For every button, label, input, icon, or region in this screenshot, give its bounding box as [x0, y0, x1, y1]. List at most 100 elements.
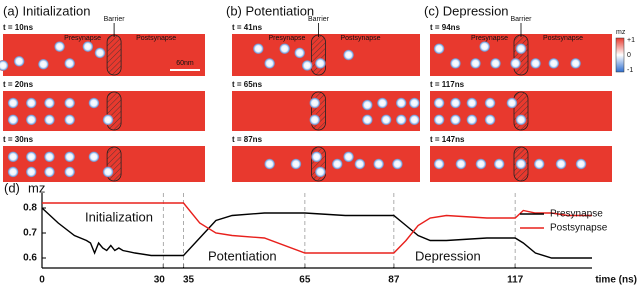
skyrmion [7, 151, 19, 163]
skyrmion [7, 97, 19, 109]
barrier [106, 34, 122, 76]
strip [232, 34, 420, 76]
skyrmion [264, 158, 276, 170]
skyrmion [555, 158, 567, 170]
skyrmion [37, 58, 49, 70]
skyrmion [408, 97, 420, 109]
skyrmion [433, 114, 445, 126]
x-axis-title: time (ns) [595, 275, 637, 286]
skyrmion [395, 114, 407, 126]
annotation: Potentiation [208, 248, 277, 263]
skyrmion [13, 55, 25, 67]
skyrmion [575, 158, 587, 170]
skyrmion [314, 57, 326, 69]
series-line [41, 207, 592, 259]
x-tick-label: 30 [154, 275, 166, 286]
skyrmion [25, 166, 37, 178]
skyrmion [7, 166, 19, 178]
skyrmion [64, 166, 76, 178]
skyrmion [64, 57, 76, 69]
y-axis-title: mz [28, 180, 45, 195]
time-label: t = 87ns [232, 135, 263, 144]
skyrmion [515, 43, 527, 55]
skyrmion [493, 158, 505, 170]
skyrmion [466, 97, 478, 109]
barrier-label: Barrier [104, 16, 126, 23]
skyrmion [43, 166, 55, 178]
panel-title: (c) Depression [424, 3, 509, 18]
skyrmion [490, 57, 502, 69]
skyrmion [94, 47, 106, 59]
strip [232, 146, 420, 182]
skyrmion [484, 114, 496, 126]
annotation: Initialization [85, 209, 153, 224]
postsynapse-label: Postsynapse [136, 35, 176, 42]
skyrmion [64, 97, 76, 109]
skyrmion [466, 114, 478, 126]
skyrmion [484, 97, 496, 109]
y-tick-label: 0.6 [23, 253, 37, 264]
skyrmion [343, 49, 355, 61]
x-tick-label: 65 [299, 275, 311, 286]
skyrmion [82, 41, 94, 53]
skyrmion [449, 57, 461, 69]
skyrmion [361, 99, 373, 111]
skyrmion [510, 57, 522, 69]
skyrmion [264, 57, 276, 69]
postsynapse-label: Postsynapse [340, 35, 380, 42]
skyrmion [433, 43, 445, 55]
skyrmion [361, 114, 373, 126]
postsynapse-label: Postsynapse [543, 35, 583, 42]
skyrmion [515, 158, 527, 170]
skyrmion [309, 97, 321, 109]
skyrmion [314, 166, 326, 178]
presynapse-label: Presynapse [64, 35, 101, 42]
x-tick-label: 117 [507, 275, 524, 286]
barrier-label: Barrier [308, 16, 330, 23]
colorbar-tick: -1 [627, 67, 633, 74]
skyrmion [25, 151, 37, 163]
skyrmion [376, 97, 388, 109]
skyrmion [0, 60, 9, 71]
skyrmion [533, 158, 545, 170]
legend-label: Presynapse [550, 209, 603, 220]
skyrmion [301, 60, 313, 71]
barrier-label: Barrier [510, 16, 532, 23]
scale-label: 60nm [176, 60, 194, 67]
skyrmion [290, 158, 302, 170]
skyrmion [515, 114, 527, 126]
barrier [513, 34, 529, 76]
skyrmion [343, 151, 355, 163]
x-tick-label: 35 [183, 275, 195, 286]
skyrmion [25, 97, 37, 109]
time-label: t = 147ns [430, 135, 465, 144]
skyrmion [43, 151, 55, 163]
x-tick-label: 87 [388, 275, 400, 286]
time-label: t = 117ns [430, 80, 465, 89]
colorbar [615, 37, 625, 73]
skyrmion [309, 114, 321, 126]
strip [3, 146, 205, 182]
skyrmion [470, 57, 481, 69]
skyrmion [7, 114, 19, 126]
skyrmion [43, 97, 55, 109]
time-label: t = 65ns [232, 80, 263, 89]
panel-title: (a) Initialization [3, 3, 90, 18]
skyrmion [279, 43, 291, 55]
presynapse-label: Presynapse [471, 35, 508, 42]
y-tick-label: 0.8 [23, 203, 37, 214]
strip [3, 91, 205, 131]
time-label: t = 10ns [3, 23, 34, 32]
skyrmion [479, 41, 491, 53]
skyrmion [530, 57, 542, 69]
skyrmion [25, 114, 37, 126]
skyrmion [506, 97, 518, 109]
skyrmion [449, 114, 461, 126]
skyrmion [373, 158, 385, 170]
skyrmion [570, 57, 582, 69]
time-label: t = 20ns [3, 80, 34, 89]
skyrmion [102, 166, 114, 178]
skyrmion [449, 97, 461, 109]
skyrmion [548, 57, 560, 69]
